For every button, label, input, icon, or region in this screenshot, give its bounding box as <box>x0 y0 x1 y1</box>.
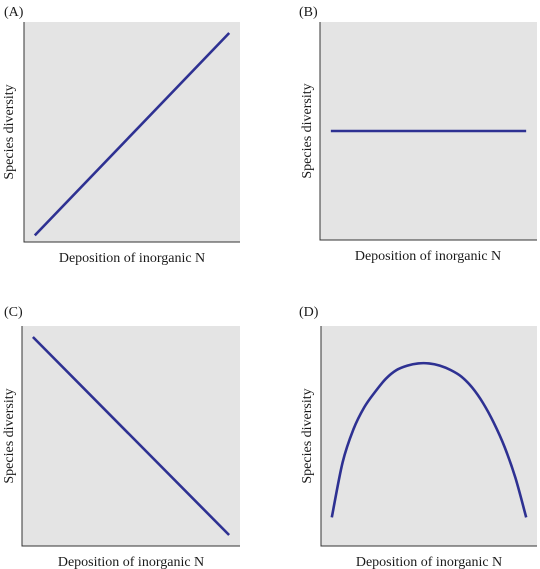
panel-a-x-axis-title: Deposition of inorganic N <box>59 251 205 266</box>
panel-a-series-line <box>33 32 231 237</box>
panel-b-axes <box>319 22 537 241</box>
panel-d-axes <box>320 326 537 547</box>
panel-d-series-curve <box>330 361 528 518</box>
panel-c-letter: (C) <box>4 305 23 320</box>
panel-a-y-axis-title: Species diversity <box>2 84 17 179</box>
panel-c-series-line <box>31 336 231 536</box>
panel-d-y-axis-title: Species diversity <box>300 388 315 483</box>
panel-c-x-axis-title: Deposition of inorganic N <box>58 555 204 569</box>
panel-a: (A) Deposition of inorganic N Species di… <box>2 5 240 266</box>
panel-d-letter: (D) <box>299 305 319 320</box>
panel-a-letter: (A) <box>4 5 24 20</box>
panel-d-plot-area <box>321 326 537 546</box>
panel-c: (C) Deposition of inorganic N Species di… <box>2 305 240 569</box>
panel-c-axes <box>21 326 240 547</box>
panel-a-axes <box>23 22 240 243</box>
panel-b: (B) Deposition of inorganic N Species di… <box>299 5 537 264</box>
panel-b-letter: (B) <box>299 5 318 20</box>
panel-d-x-axis-title: Deposition of inorganic N <box>356 555 502 569</box>
panel-b-x-axis-title: Deposition of inorganic N <box>355 249 501 264</box>
panel-b-y-axis-title: Species diversity <box>300 83 315 178</box>
panel-d: (D) Deposition of inorganic N Species di… <box>299 305 537 569</box>
panel-c-y-axis-title: Species diversity <box>2 388 17 483</box>
